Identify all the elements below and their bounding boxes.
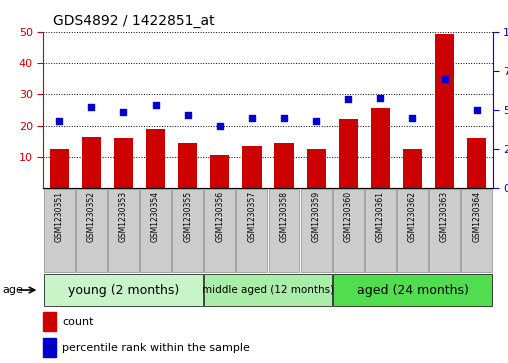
Bar — [371, 109, 390, 188]
Text: percentile rank within the sample: percentile rank within the sample — [62, 343, 250, 353]
FancyBboxPatch shape — [108, 189, 139, 273]
Text: GSM1230355: GSM1230355 — [183, 191, 192, 242]
Text: GSM1230359: GSM1230359 — [311, 191, 321, 242]
Bar — [146, 129, 165, 188]
Text: GSM1230362: GSM1230362 — [408, 191, 417, 242]
Text: GSM1230351: GSM1230351 — [55, 191, 64, 242]
Point — [55, 118, 64, 124]
Point — [344, 96, 353, 102]
FancyBboxPatch shape — [237, 189, 267, 273]
Point — [183, 112, 192, 118]
Point — [87, 104, 96, 110]
Point — [216, 123, 224, 129]
Text: GSM1230363: GSM1230363 — [440, 191, 449, 242]
FancyBboxPatch shape — [333, 189, 364, 273]
Text: GSM1230353: GSM1230353 — [119, 191, 128, 242]
Text: GSM1230364: GSM1230364 — [472, 191, 481, 242]
Text: GSM1230357: GSM1230357 — [247, 191, 257, 242]
Text: count: count — [62, 317, 93, 327]
Bar — [50, 149, 69, 188]
Bar — [306, 149, 326, 188]
FancyBboxPatch shape — [301, 189, 332, 273]
FancyBboxPatch shape — [269, 189, 299, 273]
FancyBboxPatch shape — [461, 189, 492, 273]
Bar — [435, 33, 454, 188]
Point — [119, 109, 128, 114]
Point — [312, 118, 320, 124]
FancyBboxPatch shape — [204, 189, 235, 273]
Point — [151, 102, 160, 108]
FancyBboxPatch shape — [204, 274, 332, 306]
Point — [440, 76, 449, 82]
Point — [408, 115, 417, 121]
Bar — [242, 146, 262, 188]
Text: young (2 months): young (2 months) — [68, 284, 179, 297]
FancyBboxPatch shape — [44, 274, 203, 306]
FancyBboxPatch shape — [365, 189, 396, 273]
Bar — [467, 138, 486, 188]
FancyBboxPatch shape — [333, 274, 492, 306]
Text: GSM1230352: GSM1230352 — [87, 191, 96, 242]
Bar — [274, 143, 294, 188]
Bar — [82, 136, 101, 188]
Text: aged (24 months): aged (24 months) — [357, 284, 468, 297]
Point — [280, 115, 288, 121]
Bar — [178, 143, 197, 188]
Text: GSM1230360: GSM1230360 — [344, 191, 353, 242]
Text: GSM1230356: GSM1230356 — [215, 191, 225, 242]
Bar — [403, 149, 422, 188]
Text: GSM1230354: GSM1230354 — [151, 191, 160, 242]
Text: middle aged (12 months): middle aged (12 months) — [202, 285, 334, 295]
FancyBboxPatch shape — [429, 189, 460, 273]
Text: GSM1230358: GSM1230358 — [279, 191, 289, 242]
Point — [248, 115, 256, 121]
Text: GSM1230361: GSM1230361 — [376, 191, 385, 242]
FancyBboxPatch shape — [172, 189, 203, 273]
Point — [472, 107, 481, 113]
FancyBboxPatch shape — [76, 189, 107, 273]
Point — [376, 95, 385, 101]
Bar — [339, 119, 358, 188]
FancyBboxPatch shape — [44, 189, 75, 273]
Bar — [43, 312, 56, 331]
FancyBboxPatch shape — [140, 189, 171, 273]
Bar — [43, 338, 56, 357]
Bar — [114, 138, 133, 188]
FancyBboxPatch shape — [397, 189, 428, 273]
Text: GDS4892 / 1422851_at: GDS4892 / 1422851_at — [53, 14, 215, 28]
Text: age: age — [3, 285, 23, 295]
Bar — [210, 155, 230, 188]
